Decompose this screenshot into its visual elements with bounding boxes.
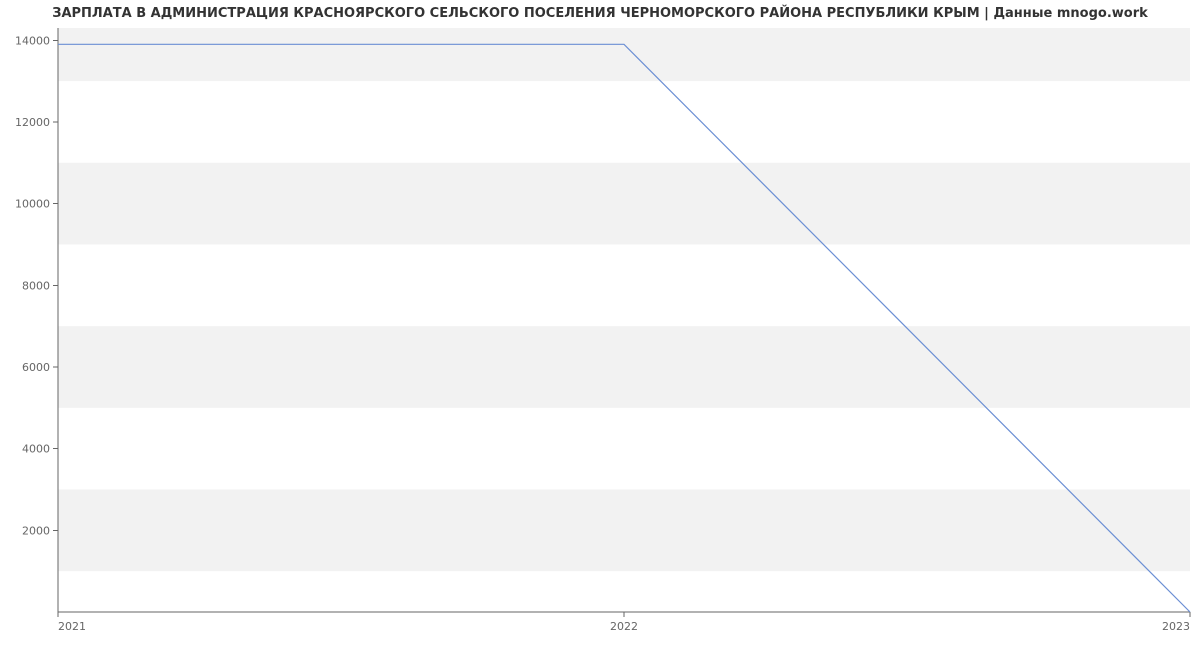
plot-bands <box>58 28 1190 571</box>
plot-band <box>58 489 1190 571</box>
salary-line-chart: 2000 4000 6000 8000 10000 12000 14000 2021 2022… <box>0 0 1200 650</box>
y-tick-label: 10000 <box>15 198 50 211</box>
plot-band <box>58 163 1190 245</box>
y-tick-label: 6000 <box>22 361 50 374</box>
y-tick-label: 8000 <box>22 279 50 292</box>
plot-band <box>58 28 1190 81</box>
y-tick-label: 4000 <box>22 443 50 456</box>
y-tick-label: 14000 <box>15 34 50 47</box>
y-tick-label: 12000 <box>15 116 50 129</box>
x-tick-label: 2022 <box>610 620 638 633</box>
x-tick-label: 2023 <box>1162 620 1190 633</box>
y-tick-labels: 2000 4000 6000 8000 10000 12000 14000 <box>15 34 58 537</box>
plot-band <box>58 326 1190 408</box>
x-tick-labels: 2021 2022 2023 <box>58 612 1190 633</box>
y-tick-label: 2000 <box>22 524 50 537</box>
x-tick-label: 2021 <box>58 620 86 633</box>
